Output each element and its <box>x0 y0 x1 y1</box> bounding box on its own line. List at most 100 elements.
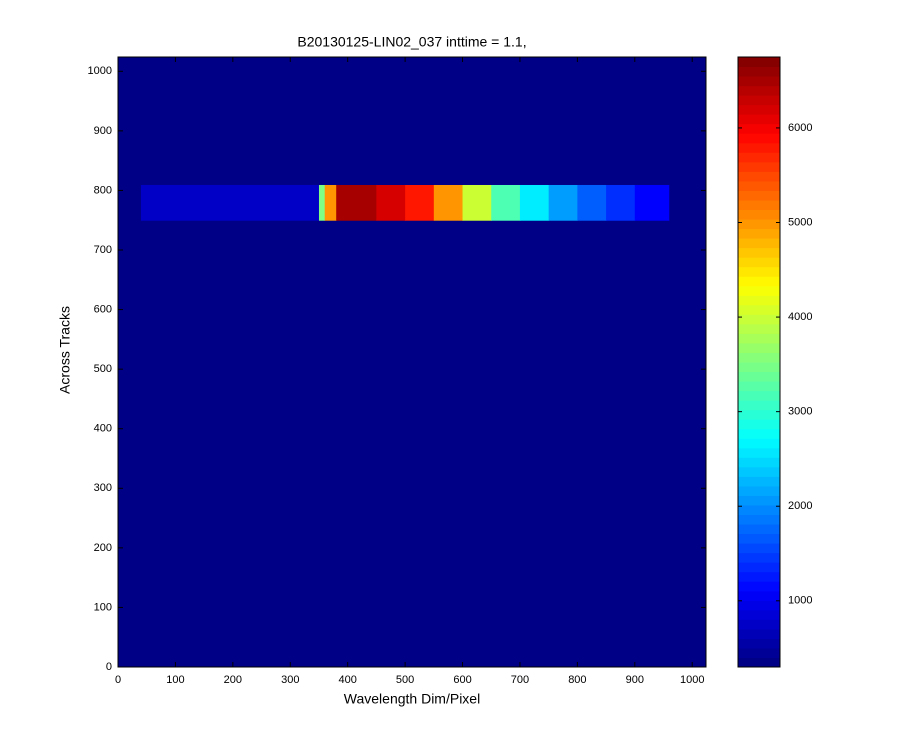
heatmap-cell <box>519 220 550 668</box>
colorbar-swatch <box>738 485 780 496</box>
colorbar-swatch <box>738 533 780 544</box>
colorbar-swatch <box>738 438 780 449</box>
colorbar-swatch <box>738 76 780 87</box>
heatmap-cell <box>433 184 464 221</box>
colorbar-swatch <box>738 504 780 515</box>
colorbar-swatch <box>738 571 780 582</box>
heatmap-cell <box>606 184 636 221</box>
colorbar-swatch <box>738 638 780 649</box>
colorbar-swatch <box>738 447 780 458</box>
heatmap-cell <box>336 57 377 185</box>
heatmap-cell <box>491 184 521 221</box>
colorbar-tick-label: 5000 <box>788 216 812 228</box>
colorbar-swatch <box>738 276 780 287</box>
colorbar-swatch <box>738 562 780 573</box>
colorbar-swatch <box>738 333 780 344</box>
colorbar-swatch <box>738 219 780 230</box>
colorbar-tick-label: 4000 <box>788 311 812 323</box>
colorbar-swatch <box>738 552 780 563</box>
colorbar-swatch <box>738 590 780 601</box>
heatmap-cell <box>548 220 578 668</box>
heatmap-cell <box>376 220 406 668</box>
heatmap-cell <box>140 184 320 221</box>
colorbar-swatch <box>738 228 780 239</box>
y-axis-label: Across Tracks <box>57 306 73 394</box>
heatmap-cell <box>433 57 464 185</box>
colorbar-swatch <box>738 142 780 153</box>
colorbar-swatch <box>738 238 780 249</box>
colorbar-swatch <box>738 362 780 373</box>
plot-frame <box>117 56 707 668</box>
colorbar-swatch <box>738 543 780 554</box>
y-tick-label: 700 <box>94 244 112 256</box>
colorbar-swatch <box>738 381 780 392</box>
colorbar-tick-label: 2000 <box>788 500 812 512</box>
colorbar-swatch <box>738 581 780 592</box>
heatmap-cell <box>462 220 492 668</box>
colorbar-swatch <box>738 85 780 96</box>
heatmap-cell <box>318 57 326 185</box>
colorbar-swatch <box>738 209 780 220</box>
colorbar-swatch <box>738 457 780 468</box>
colorbar-swatch <box>738 180 780 191</box>
x-tick-label: 900 <box>626 674 644 686</box>
heatmap-cell <box>433 220 464 668</box>
colorbar-swatch <box>738 619 780 630</box>
chart-title: B20130125-LIN02_037 inttime = 1.1, <box>297 34 526 50</box>
x-axis-label: Wavelength Dim/Pixel <box>344 691 480 707</box>
heatmap-cell <box>405 184 435 221</box>
y-tick-label: 500 <box>94 363 112 375</box>
heatmap-cell <box>577 220 607 668</box>
colorbar-swatch <box>738 428 780 439</box>
x-tick-label: 800 <box>568 674 586 686</box>
colorbar-swatch <box>738 152 780 163</box>
y-tick-label: 1000 <box>88 65 112 77</box>
colorbar-swatch <box>738 104 780 115</box>
colorbar-swatch <box>738 171 780 182</box>
heatmap-cell <box>548 184 578 221</box>
colorbar-swatch <box>738 390 780 401</box>
colorbar-swatch <box>738 285 780 296</box>
x-tick-label: 700 <box>511 674 529 686</box>
colorbar-swatch <box>738 400 780 411</box>
colorbar-swatch <box>738 371 780 382</box>
colorbar-swatch <box>738 95 780 106</box>
heatmap-cell <box>491 220 521 668</box>
heatmap-cell <box>462 184 492 221</box>
colorbar-tick-label: 1000 <box>788 595 812 607</box>
colorbar-swatch <box>738 514 780 525</box>
heatmap-cell <box>606 57 636 185</box>
colorbar-swatch <box>738 323 780 334</box>
heatmap-cell <box>324 220 337 668</box>
heatmap-cell <box>491 57 521 185</box>
y-tick-label: 200 <box>94 542 112 554</box>
y-tick-label: 0 <box>106 661 112 673</box>
colorbar-swatch <box>738 199 780 210</box>
colorbar-swatch <box>738 342 780 353</box>
colorbar-tick-label: 3000 <box>788 406 812 418</box>
y-tick-label: 400 <box>94 423 112 435</box>
heatmap-cell <box>577 57 607 185</box>
colorbar-swatch <box>738 495 780 506</box>
colorbar-swatch <box>738 257 780 268</box>
heatmap-cell <box>118 57 142 185</box>
colorbar-swatch <box>738 133 780 144</box>
colorbar-swatch <box>738 266 780 277</box>
y-tick-label: 100 <box>94 601 112 613</box>
colorbar-swatch <box>738 524 780 535</box>
heatmap-cell <box>669 57 707 185</box>
heatmap-cell <box>577 184 607 221</box>
colorbar-swatch <box>738 247 780 258</box>
heatmap-cell <box>634 57 670 185</box>
colorbar-swatch <box>738 600 780 611</box>
heatmap-cell <box>376 184 406 221</box>
colorbar-swatch <box>738 476 780 487</box>
heatmap-cell <box>548 57 578 185</box>
heatmap-cell <box>376 57 406 185</box>
heatmap-cell <box>462 57 492 185</box>
heatmap-cell <box>118 220 142 668</box>
heatmap-cell <box>634 184 670 221</box>
colorbar-swatch <box>738 657 780 668</box>
colorbar <box>737 56 781 668</box>
